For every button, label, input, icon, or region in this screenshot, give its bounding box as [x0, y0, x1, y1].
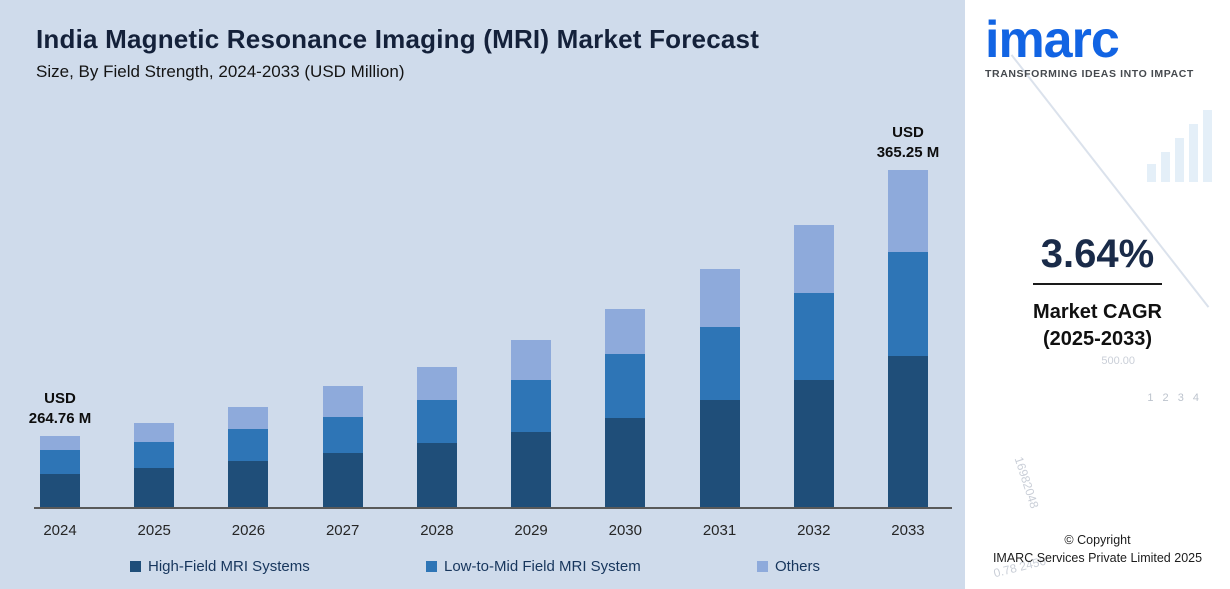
bar-segment-high_field: [322, 453, 363, 507]
bar-stack: [511, 340, 552, 507]
bar-segment-high_field: [793, 380, 834, 507]
bar-column-2025: [134, 423, 175, 507]
bar-segment-others: [793, 225, 834, 293]
bar-segment-high_field: [416, 443, 457, 507]
bar-segment-low_mid: [793, 293, 834, 380]
legend-item-high_field: High-Field MRI Systems: [130, 558, 310, 575]
chart-title: India Magnetic Resonance Imaging (MRI) M…: [36, 24, 760, 54]
bar-segment-others: [887, 170, 928, 252]
bar-segment-high_field: [228, 461, 269, 507]
cagr-label: Market CAGR (2025-2033): [965, 299, 1230, 353]
imarc-logo-text: imarc: [985, 11, 1120, 69]
bar-segment-high_field: [605, 418, 646, 507]
bar-column-2027: [322, 386, 363, 507]
bar-stack: [793, 225, 834, 507]
x-axis-labels: 2024 2025 2026 2027 2028 2029 2030 2031 2032 2033: [40, 522, 928, 539]
x-axis-label-2027: 2027: [325, 522, 360, 539]
bar-column-2024: USD 264.76 M: [29, 389, 91, 507]
legend-swatch-low_mid: [425, 561, 437, 572]
cagr-block: 3.64% Market CAGR (2025-2033): [965, 232, 1230, 353]
bar-total-label-2033: USD 365.25 M: [876, 124, 940, 161]
watermark-text: 500.00: [1101, 355, 1135, 367]
bar-plot-area: USD 264.76 M USD 365.25 M: [29, 87, 939, 507]
bar-stack: [134, 423, 175, 507]
bar-segment-low_mid: [887, 252, 928, 356]
bar-segment-others: [511, 340, 552, 380]
bar-segment-others: [322, 386, 363, 417]
legend-label-high_field: High-Field MRI Systems: [148, 558, 310, 575]
bar-column-2026: [228, 407, 269, 507]
legend-item-low_mid: Low-to-Mid Field MRI System: [425, 558, 641, 575]
bar-stack: [416, 367, 457, 507]
bar-segment-low_mid: [699, 327, 740, 400]
x-axis-label-2030: 2030: [608, 522, 642, 539]
bar-segment-low_mid: [511, 380, 552, 432]
copyright: © Copyright IMARC Services Private Limit…: [965, 531, 1230, 567]
bar-segment-others: [134, 423, 175, 442]
bar-stack: [605, 309, 646, 507]
x-axis-label-2033: 2033: [891, 522, 925, 539]
bar-segment-low_mid: [416, 400, 457, 443]
bar-column-2030: [605, 309, 646, 507]
bar-column-2033: USD 365.25 M: [877, 123, 939, 507]
copyright-line1: © Copyright: [1064, 532, 1131, 547]
chart-legend: High-Field MRI Systems Low-to-Mid Field M…: [130, 558, 820, 575]
bar-segment-high_field: [40, 474, 80, 507]
bar-stack: [887, 170, 928, 507]
chart-panel: India Magnetic Resonance Imaging (MRI) M…: [0, 0, 965, 589]
watermark-text: 16982048: [1011, 455, 1042, 511]
x-axis-label-2026: 2026: [231, 522, 266, 539]
bar-column-2031: [699, 269, 740, 507]
legend-swatch-others: [756, 561, 768, 572]
imarc-logo: imarc TRANSFORMING IDEAS INTO IMPACT: [985, 14, 1194, 80]
watermark-text: 1 2 3 4: [1147, 392, 1202, 404]
legend-swatch-high_field: [130, 561, 141, 572]
bar-segment-others: [605, 309, 646, 354]
bar-segment-low_mid: [134, 442, 175, 468]
bar-segment-low_mid: [322, 417, 363, 453]
bar-segment-others: [699, 269, 740, 327]
bar-segment-low_mid: [40, 450, 80, 474]
x-axis-label-2024: 2024: [43, 522, 77, 539]
bar-segment-others: [40, 436, 80, 450]
bar-column-2029: [511, 340, 552, 507]
watermark-bar-chart: [1147, 110, 1212, 182]
x-axis-label-2032: 2032: [797, 522, 831, 539]
bar-segment-low_mid: [605, 354, 646, 418]
chart-subtitle: Size, By Field Strength, 2024-2033 (USD …: [36, 62, 405, 81]
bar-segment-others: [228, 407, 269, 429]
x-axis-label-2028: 2028: [420, 522, 454, 539]
logo-tagline: TRANSFORMING IDEAS INTO IMPACT: [985, 68, 1194, 80]
bar-total-label-2024: USD 264.76 M: [28, 390, 92, 427]
cagr-value: 3.64%: [1032, 232, 1163, 285]
bar-stack: [228, 407, 269, 507]
legend-label-others: Others: [774, 558, 820, 575]
x-axis-label-2029: 2029: [514, 522, 548, 539]
bar-column-2028: [416, 367, 457, 507]
bar-stack: [40, 436, 80, 507]
bar-segment-high_field: [699, 400, 740, 507]
bar-stack: [699, 269, 740, 507]
legend-item-others: Others: [756, 558, 820, 575]
brand-sidebar: imarc TRANSFORMING IDEAS INTO IMPACT 3.6…: [965, 0, 1230, 589]
legend-label-low_mid: Low-to-Mid Field MRI System: [443, 558, 641, 575]
cagr-label-line1: Market CAGR: [1033, 301, 1162, 323]
cagr-label-line2: (2025-2033): [1043, 328, 1152, 350]
bar-segment-high_field: [134, 468, 175, 507]
x-axis-label-2031: 2031: [702, 522, 737, 539]
x-axis-label-2025: 2025: [137, 522, 171, 539]
bar-stack: [322, 386, 363, 507]
bar-segment-low_mid: [228, 429, 269, 461]
bar-segment-high_field: [887, 356, 928, 507]
copyright-line2: IMARC Services Private Limited 2025: [992, 550, 1203, 565]
bar-segment-high_field: [511, 432, 552, 507]
bar-column-2032: [793, 225, 834, 507]
bar-segment-others: [416, 367, 457, 400]
x-axis-line: [34, 507, 952, 509]
